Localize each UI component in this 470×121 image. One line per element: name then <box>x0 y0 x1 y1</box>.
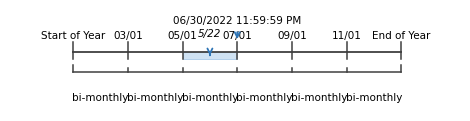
Text: 06/30/2022 11:59:59 PM: 06/30/2022 11:59:59 PM <box>173 16 301 26</box>
Text: 11/01: 11/01 <box>331 31 361 41</box>
Text: bi-monthly: bi-monthly <box>236 93 293 103</box>
Text: 05/01: 05/01 <box>168 31 197 41</box>
Bar <box>183 52 237 59</box>
Text: bi-monthly: bi-monthly <box>127 93 183 103</box>
Text: bi-monthly: bi-monthly <box>72 93 129 103</box>
Text: bi-monthly: bi-monthly <box>182 93 238 103</box>
Text: bi-monthly: bi-monthly <box>291 93 347 103</box>
Text: 09/01: 09/01 <box>277 31 307 41</box>
Text: 07/01: 07/01 <box>222 31 252 41</box>
Text: 03/01: 03/01 <box>113 31 143 41</box>
Text: 5/22: 5/22 <box>198 29 221 39</box>
Text: End of Year: End of Year <box>372 31 431 41</box>
Text: Start of Year: Start of Year <box>41 31 105 41</box>
Text: bi-monthly: bi-monthly <box>345 93 402 103</box>
